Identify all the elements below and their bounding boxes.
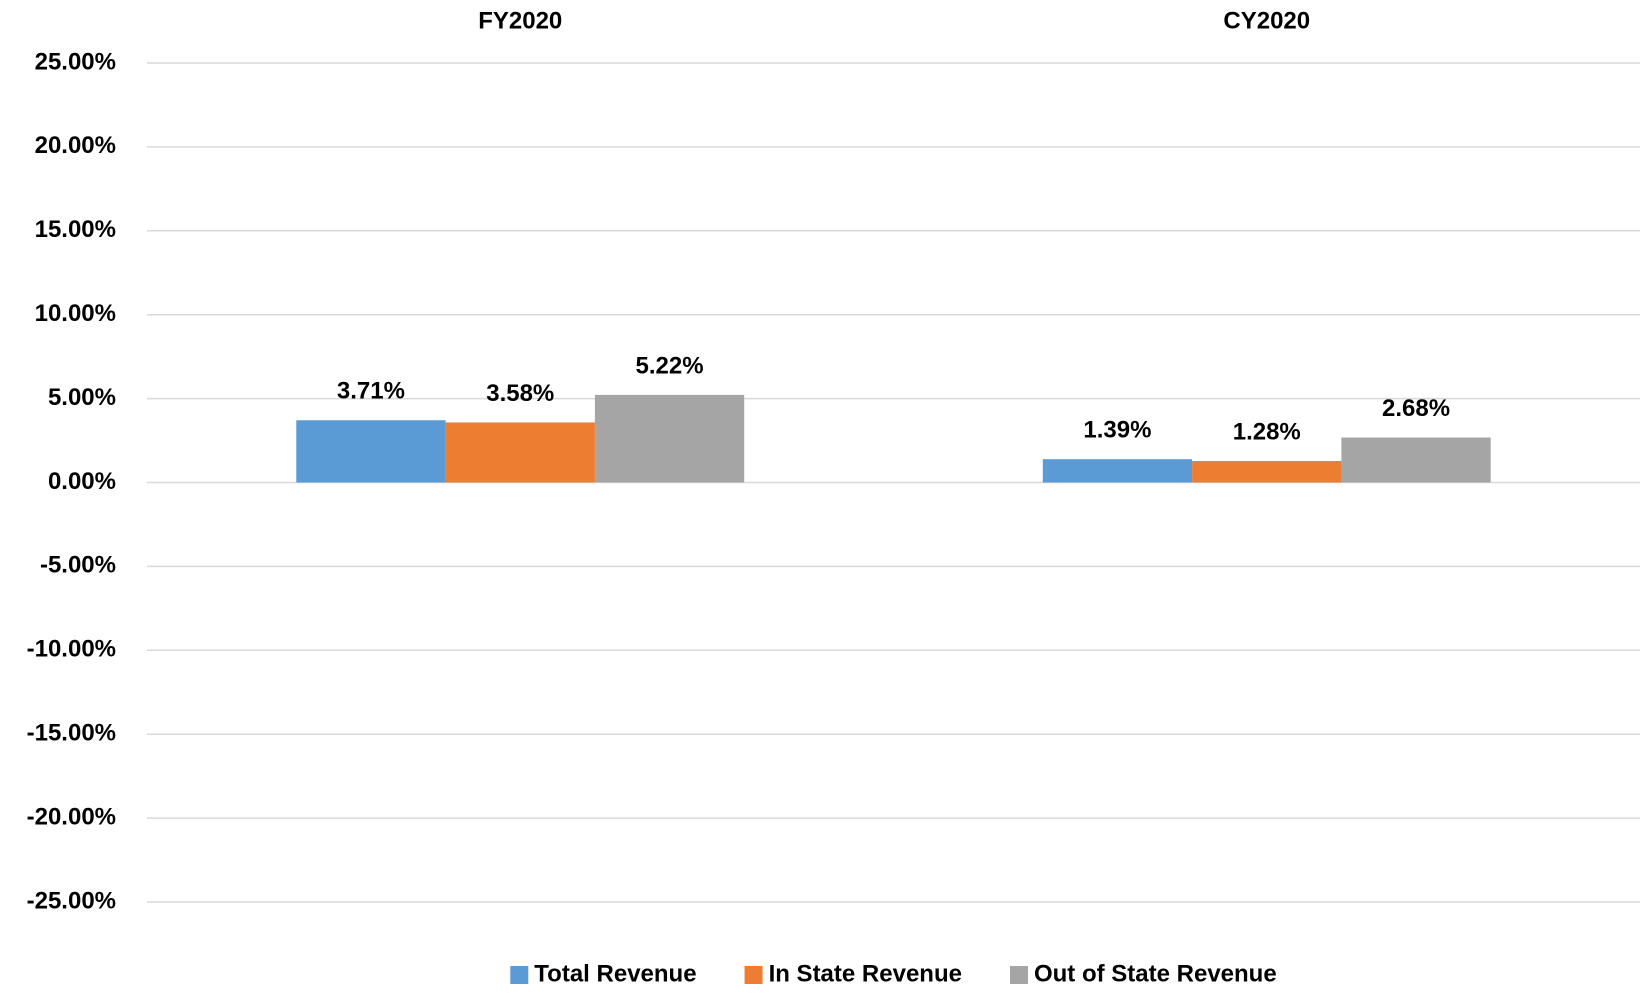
y-tick-label: 10.00% <box>35 300 116 327</box>
data-label: 2.68% <box>1382 395 1450 422</box>
data-label: 3.58% <box>486 380 554 407</box>
y-tick-label: -15.00% <box>27 720 116 747</box>
legend-label: Total Revenue <box>534 960 696 987</box>
legend-swatch <box>744 966 763 984</box>
y-tick-label: 20.00% <box>35 132 116 159</box>
y-tick-label: -20.00% <box>27 803 116 830</box>
y-tick-label: 5.00% <box>48 384 116 411</box>
y-tick-label: -5.00% <box>40 552 116 579</box>
y-tick-label: 25.00% <box>35 48 116 75</box>
bar <box>1042 459 1193 483</box>
category-label: CY2020 <box>1223 7 1310 34</box>
y-tick-label: 0.00% <box>48 468 116 495</box>
bar <box>1341 437 1491 483</box>
y-tick-label: -10.00% <box>27 636 116 663</box>
bar <box>445 422 595 483</box>
bar <box>594 394 745 483</box>
bar <box>296 420 446 483</box>
data-label: 5.22% <box>636 352 704 379</box>
data-label: 1.39% <box>1083 417 1151 444</box>
data-label: 1.28% <box>1233 418 1301 445</box>
y-tick-label: 15.00% <box>35 216 116 243</box>
legend-label: In State Revenue <box>769 960 962 987</box>
category-label: FY2020 <box>478 7 562 34</box>
bar <box>1192 461 1342 483</box>
y-tick-label: -25.00% <box>27 887 116 914</box>
legend-swatch <box>510 966 529 984</box>
legend-swatch <box>1009 966 1028 984</box>
legend-label: Out of State Revenue <box>1034 960 1277 987</box>
data-label: 3.71% <box>337 378 405 405</box>
